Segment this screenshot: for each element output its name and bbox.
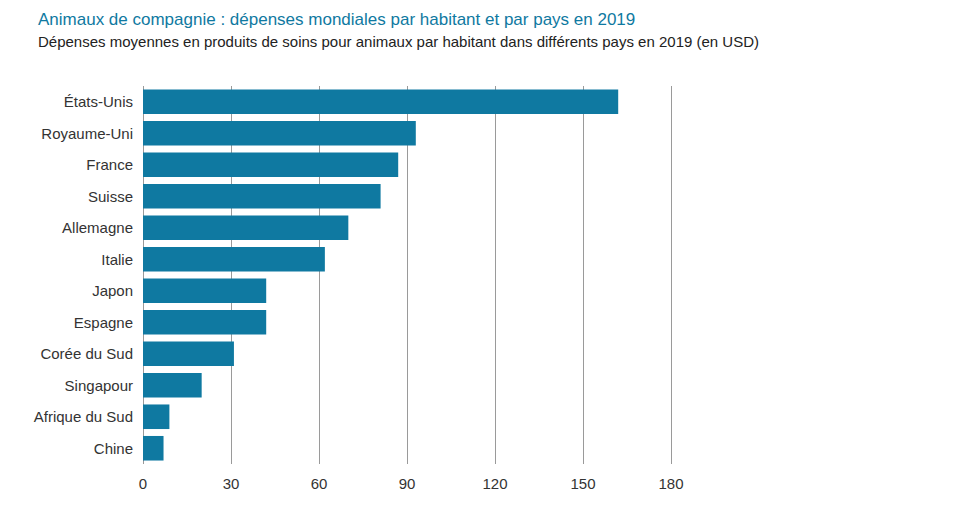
svg-text:0: 0: [139, 475, 147, 492]
svg-text:120: 120: [482, 475, 507, 492]
svg-text:France: France: [86, 156, 133, 173]
svg-text:Chine: Chine: [94, 440, 133, 457]
svg-text:90: 90: [399, 475, 416, 492]
svg-text:États-Unis: États-Unis: [64, 93, 133, 110]
svg-text:Animaux de compagnie : dépense: Animaux de compagnie : dépenses mondiale…: [38, 10, 635, 29]
svg-text:150: 150: [570, 475, 595, 492]
svg-text:Japon: Japon: [92, 282, 133, 299]
svg-text:30: 30: [223, 475, 240, 492]
svg-text:Espagne: Espagne: [74, 314, 133, 331]
svg-text:Corée du Sud: Corée du Sud: [40, 345, 133, 362]
svg-text:Italie: Italie: [101, 251, 133, 268]
svg-text:Dépenses moyennes en produits: Dépenses moyennes en produits de soins p…: [38, 33, 759, 50]
svg-text:180: 180: [658, 475, 683, 492]
svg-text:Singapour: Singapour: [65, 377, 133, 394]
svg-text:60: 60: [311, 475, 328, 492]
svg-text:Allemagne: Allemagne: [62, 219, 133, 236]
svg-text:Royaume-Uni: Royaume-Uni: [41, 125, 133, 142]
svg-text:Afrique du Sud: Afrique du Sud: [34, 408, 133, 425]
svg-text:Suisse: Suisse: [88, 188, 133, 205]
